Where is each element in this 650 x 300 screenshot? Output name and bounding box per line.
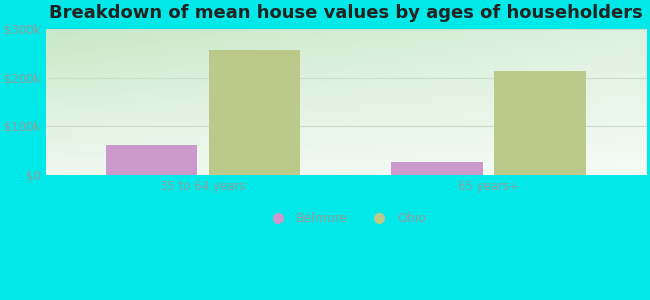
Bar [391, 162, 483, 175]
Bar [209, 50, 300, 175]
Bar [495, 70, 586, 175]
Title: Breakdown of mean house values by ages of householders: Breakdown of mean house values by ages o… [49, 4, 643, 22]
Bar [106, 145, 197, 175]
Legend: Belmore, Ohio: Belmore, Ohio [261, 207, 431, 230]
